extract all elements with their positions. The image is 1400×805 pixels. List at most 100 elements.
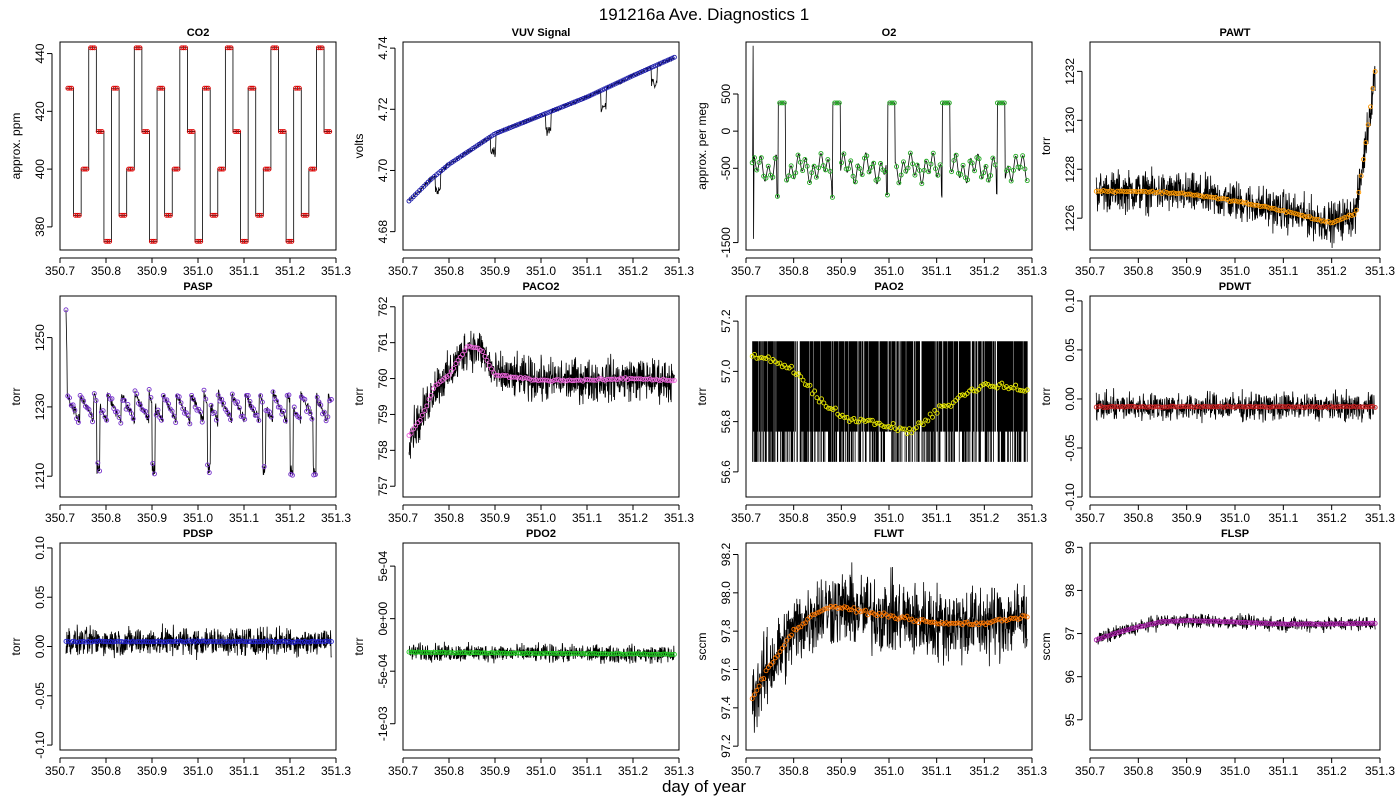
- data-point: [155, 407, 161, 413]
- x-tick-label: 351.2: [275, 511, 305, 525]
- data-point: [1154, 404, 1160, 410]
- data-point: [259, 639, 265, 645]
- data-point: [609, 377, 615, 382]
- data-point: [969, 622, 975, 628]
- data-point: [304, 212, 310, 218]
- data-point: [914, 162, 920, 168]
- x-tick-label: 351.0: [1220, 511, 1250, 525]
- x-tick-label: 350.8: [779, 764, 809, 778]
- data-point: [981, 170, 987, 176]
- data-point: [215, 392, 221, 398]
- data-point: [1105, 633, 1111, 639]
- data-point: [645, 651, 651, 657]
- data-point: [611, 651, 617, 657]
- data-point: [533, 377, 539, 383]
- data-point: [953, 152, 959, 158]
- data-point: [239, 638, 245, 644]
- data-point: [328, 397, 334, 402]
- data-point: [1220, 619, 1226, 625]
- data-point: [851, 415, 857, 421]
- data-point: [175, 639, 180, 645]
- data-point: [1260, 620, 1266, 626]
- data-point: [878, 161, 883, 166]
- data-point: [275, 404, 281, 410]
- data-point: [245, 393, 251, 398]
- data-point: [837, 605, 843, 611]
- y-tick-label: 4.68: [376, 220, 390, 244]
- data-point: [63, 307, 69, 313]
- data-point: [542, 650, 548, 656]
- data-point: [1269, 621, 1275, 627]
- data-point: [1262, 620, 1268, 626]
- data-point: [613, 377, 619, 383]
- series-line: [408, 57, 675, 201]
- data-point: [1020, 153, 1026, 159]
- data-point: [258, 393, 264, 399]
- data-point: [756, 160, 762, 166]
- data-point: [1229, 198, 1235, 204]
- data-point: [215, 639, 221, 645]
- data-point: [1218, 403, 1223, 409]
- data-point: [146, 639, 151, 645]
- data-point: [489, 650, 494, 656]
- data-point: [1264, 620, 1270, 626]
- data-point: [1278, 404, 1284, 409]
- data-point: [953, 621, 959, 626]
- data-point: [1206, 618, 1212, 624]
- x-tick-label: 350.7: [731, 264, 761, 278]
- data-point: [1093, 637, 1099, 643]
- x-tick-label: 351.1: [1268, 264, 1298, 278]
- data-point: [841, 151, 847, 157]
- data-point: [435, 649, 441, 655]
- data-point: [912, 172, 918, 178]
- data-point: [956, 170, 961, 176]
- x-tick-label: 350.9: [826, 264, 856, 278]
- data-point: [997, 100, 1003, 106]
- data-point: [816, 609, 822, 615]
- data-point: [1171, 403, 1177, 409]
- plot-area: [63, 623, 334, 660]
- data-point: [1164, 189, 1170, 195]
- data-point: [1196, 403, 1202, 409]
- data-point: [1140, 188, 1146, 194]
- data-point: [86, 407, 92, 412]
- data-point: [923, 158, 929, 164]
- data-point: [1307, 621, 1312, 627]
- data-point: [313, 639, 319, 645]
- data-point: [1024, 178, 1030, 184]
- data-point: [636, 651, 642, 657]
- data-point: [310, 166, 316, 172]
- data-point: [797, 159, 803, 165]
- data-point: [932, 407, 938, 413]
- data-point: [1368, 104, 1373, 110]
- data-point: [798, 374, 804, 380]
- data-point: [867, 417, 873, 423]
- data-point: [1274, 404, 1280, 410]
- data-point: [1323, 621, 1329, 627]
- data-point: [582, 651, 588, 657]
- data-point: [325, 129, 331, 135]
- data-point: [988, 173, 994, 178]
- data-point: [542, 377, 548, 383]
- data-point: [212, 638, 218, 644]
- x-tick-label: 351.1: [229, 264, 259, 278]
- data-point: [1236, 403, 1242, 409]
- plot-area: [749, 341, 1030, 462]
- data-point: [1192, 405, 1198, 410]
- data-point: [1304, 214, 1310, 220]
- data-point: [464, 650, 470, 656]
- data-point: [72, 407, 78, 413]
- data-point: [1182, 191, 1188, 197]
- data-point: [198, 238, 204, 244]
- x-tick-label: 350.7: [388, 764, 418, 778]
- panel-flwt: FLWT 350.7 350.8 350.9 351.0 351.1 351.2 351.3 9…: [695, 528, 1047, 778]
- data-point: [1008, 615, 1014, 621]
- data-point: [749, 696, 755, 702]
- data-point: [203, 85, 209, 91]
- data-point: [1232, 404, 1238, 410]
- data-point: [1022, 166, 1028, 172]
- data-point: [544, 377, 550, 383]
- panel-frame: [1089, 542, 1381, 751]
- data-point: [221, 166, 226, 172]
